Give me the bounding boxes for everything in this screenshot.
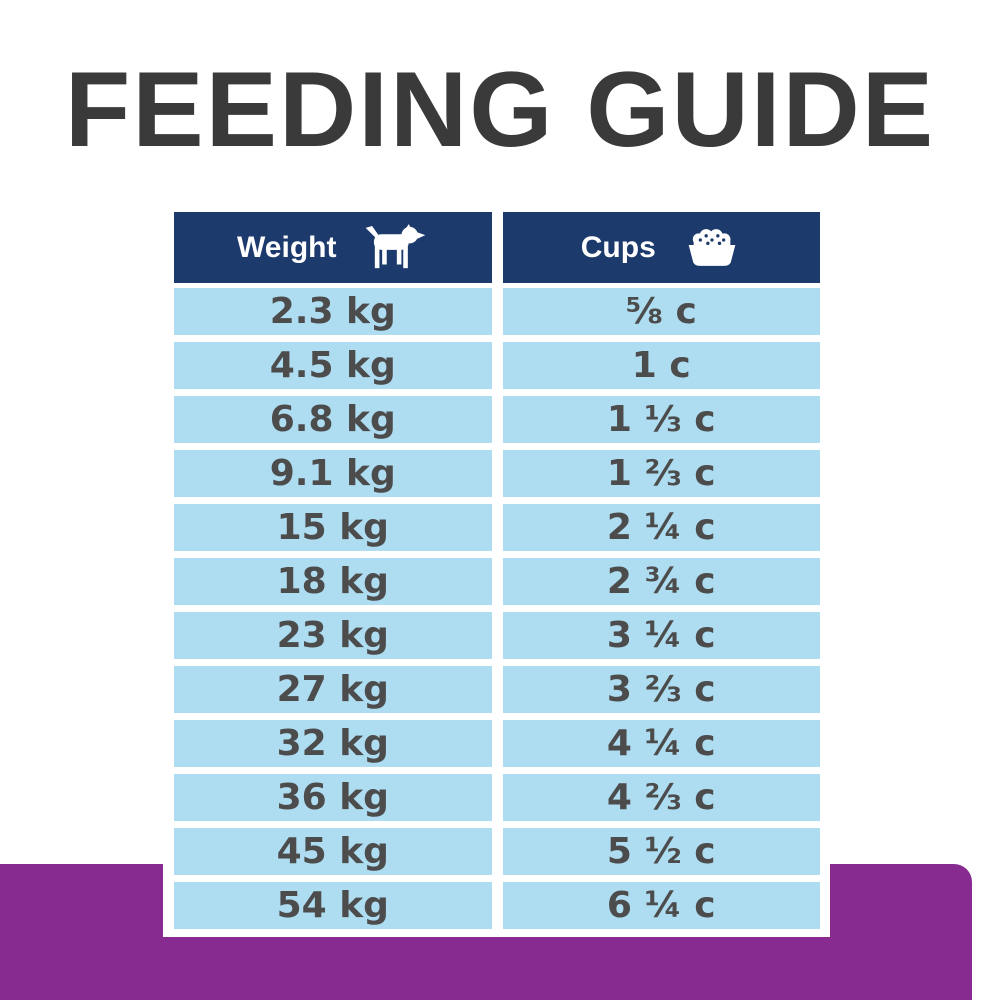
- cups-cell: 6 ¼ c: [502, 882, 820, 929]
- weight-header-label: Weight: [237, 230, 337, 264]
- cups-header-label: Cups: [580, 230, 656, 264]
- weight-cell: 23 kg: [174, 612, 492, 659]
- weight-cell: 18 kg: [174, 558, 492, 605]
- table-row: 18 kg 2 ¾ c: [174, 558, 820, 605]
- cups-column-header: Cups: [502, 212, 820, 283]
- table-row: 9.1 kg 1 ⅔ c: [174, 450, 820, 497]
- table-row: 23 kg 3 ¼ c: [174, 612, 820, 659]
- cups-cell: 2 ¾ c: [502, 558, 820, 605]
- cups-cell: 4 ⅔ c: [502, 774, 820, 821]
- weight-cell: 45 kg: [174, 828, 492, 875]
- weight-cell: 32 kg: [174, 720, 492, 767]
- table-row: 2.3 kg ⅝ c: [174, 288, 820, 335]
- weight-cell: 4.5 kg: [174, 342, 492, 389]
- cups-cell: 4 ¼ c: [502, 720, 820, 767]
- weight-cell: 9.1 kg: [174, 450, 492, 497]
- weight-cell: 15 kg: [174, 504, 492, 551]
- table-row: 36 kg 4 ⅔ c: [174, 774, 820, 821]
- weight-column-header: Weight: [174, 212, 492, 283]
- cups-cell: 1 ⅓ c: [502, 396, 820, 443]
- table-row: 45 kg 5 ½ c: [174, 828, 820, 875]
- table-row: 54 kg 6 ¼ c: [174, 882, 820, 929]
- table-row: 4.5 kg 1 c: [174, 342, 820, 389]
- feeding-table: Weight Cups: [163, 204, 830, 937]
- food-bowl-icon: [688, 229, 736, 266]
- table-header-row: Weight Cups: [174, 212, 820, 283]
- table-row: 15 kg 2 ¼ c: [174, 504, 820, 551]
- table-row: 27 kg 3 ⅔ c: [174, 666, 820, 713]
- page-title: FEEDING GUIDE: [64, 49, 936, 169]
- cups-cell: ⅝ c: [502, 288, 820, 335]
- table-row: 32 kg 4 ¼ c: [174, 720, 820, 767]
- cups-cell: 2 ¼ c: [502, 504, 820, 551]
- weight-cell: 2.3 kg: [174, 288, 492, 335]
- cups-cell: 5 ½ c: [502, 828, 820, 875]
- weight-cell: 6.8 kg: [174, 396, 492, 443]
- cups-cell: 1 c: [502, 342, 820, 389]
- dog-icon: [366, 223, 426, 268]
- table-row: 6.8 kg 1 ⅓ c: [174, 396, 820, 443]
- weight-cell: 54 kg: [174, 882, 492, 929]
- cups-cell: 3 ¼ c: [502, 612, 820, 659]
- weight-cell: 36 kg: [174, 774, 492, 821]
- weight-cell: 27 kg: [174, 666, 492, 713]
- cups-cell: 3 ⅔ c: [502, 666, 820, 713]
- cups-cell: 1 ⅔ c: [502, 450, 820, 497]
